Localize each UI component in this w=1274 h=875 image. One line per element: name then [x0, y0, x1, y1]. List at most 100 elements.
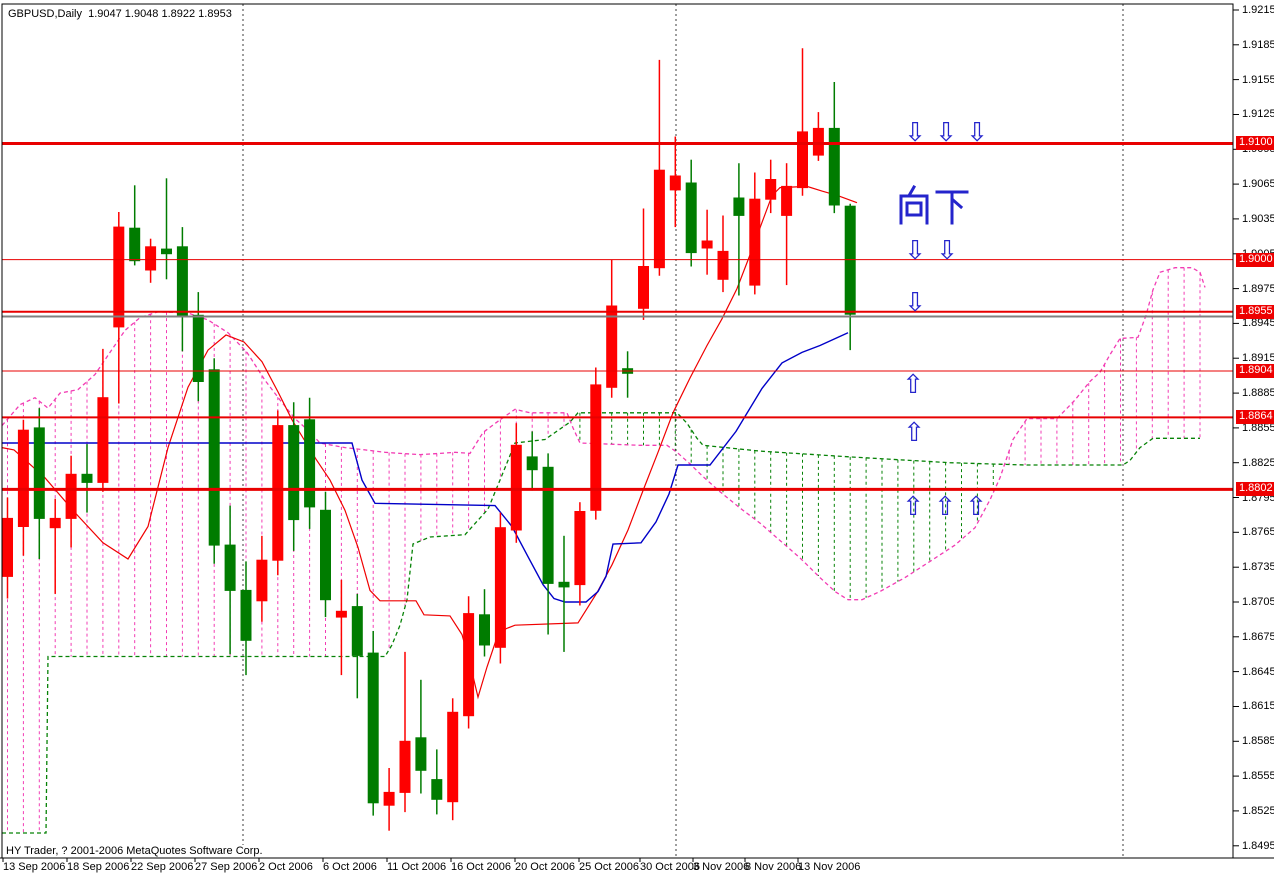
down-arrow[interactable]: ⇩	[936, 236, 958, 266]
symbol-header: GBPUSD,Daily 1.9047 1.9048 1.8922 1.8953	[8, 8, 232, 20]
price-tick-label: 1.8765	[1242, 526, 1274, 539]
candle-body	[208, 369, 220, 546]
date-tick-label: 22 Sep 2006	[131, 861, 194, 873]
price-tick-label: 1.9215	[1242, 4, 1274, 16]
candle-body	[669, 175, 681, 191]
senkou-span-b-line	[2, 412, 1200, 834]
date-tick-label: 3 Nov 2006	[693, 861, 750, 873]
candle-body	[320, 509, 331, 601]
candle-body	[17, 429, 29, 528]
candle-body	[463, 613, 475, 717]
date-tick-label: 6 Oct 2006	[323, 861, 377, 873]
candle-body	[383, 791, 395, 806]
senkou-span-a-line	[1, 267, 1206, 601]
down-arrow[interactable]: ⇩	[904, 288, 926, 318]
down-arrow[interactable]: ⇩	[904, 236, 926, 266]
candle-body	[781, 185, 793, 216]
price-tick-label: 1.8705	[1242, 595, 1274, 608]
xiangxia-glyph-icon	[899, 184, 969, 225]
price-tick-label: 1.8555	[1242, 770, 1274, 783]
candle-body	[415, 737, 427, 771]
price-tick-label: 1.8945	[1242, 317, 1274, 330]
up-arrow[interactable]: ⇧	[902, 370, 924, 400]
candle-body	[638, 266, 649, 309]
candle-body	[367, 652, 379, 804]
date-tick-label: 20 Oct 2006	[515, 861, 575, 873]
candle-body	[590, 384, 602, 511]
candle-body	[717, 250, 729, 280]
date-tick-label: 25 Oct 2006	[579, 861, 639, 873]
candle-body	[685, 182, 697, 254]
date-tick-label: 11 Oct 2006	[387, 861, 447, 873]
candle-body	[653, 169, 665, 269]
candle-body	[2, 517, 13, 577]
price-level-badge: 1.9100	[1236, 136, 1274, 151]
candle-body	[49, 517, 61, 529]
price-tick-label: 1.8825	[1242, 456, 1274, 469]
candle-body	[288, 425, 300, 521]
up-arrow[interactable]: ⇧	[934, 492, 956, 522]
price-tick-label: 1.8735	[1242, 561, 1274, 574]
date-tick-label: 8 Nov 2006	[745, 861, 802, 873]
price-tick-label: 1.9035	[1242, 212, 1274, 225]
price-tick-label: 1.8915	[1242, 352, 1274, 365]
plot-border	[1, 3, 1234, 859]
candle-body	[240, 589, 252, 641]
candle-body	[192, 314, 204, 382]
price-tick-label: 1.9185	[1242, 38, 1274, 51]
candle-body	[145, 246, 157, 271]
candle-body	[161, 248, 172, 255]
price-level-badge: 1.8864	[1236, 410, 1274, 425]
date-tick-label: 27 Sep 2006	[195, 861, 258, 873]
trend-annotation-xiangxia[interactable]	[897, 184, 969, 225]
up-arrow[interactable]: ⇧	[902, 492, 924, 522]
candle-body	[97, 397, 109, 483]
candle-body	[812, 127, 824, 156]
copyright-label: HY Trader, ? 2001-2006 MetaQuotes Softwa…	[4, 845, 265, 857]
candle-body	[33, 427, 45, 519]
price-tick-label: 1.8645	[1242, 665, 1274, 678]
down-arrow[interactable]: ⇩	[966, 118, 988, 148]
candle-body	[733, 197, 745, 216]
date-tick-label: 13 Nov 2006	[798, 861, 861, 873]
candle-body	[335, 610, 347, 618]
candle-body	[176, 246, 188, 316]
price-tick-label: 1.8885	[1242, 387, 1274, 400]
candle-body	[113, 226, 125, 328]
date-tick-label: 16 Oct 2006	[451, 861, 511, 873]
price-tick-label: 1.9155	[1242, 73, 1274, 86]
candle-body	[510, 444, 522, 531]
candle-body	[431, 779, 443, 800]
kijun-sen-line	[2, 332, 849, 603]
price-tick-label: 1.9065	[1242, 178, 1274, 191]
up-arrow[interactable]: ⇧	[903, 418, 925, 448]
candle-body	[224, 544, 236, 591]
candle-body	[558, 581, 570, 588]
price-tick-label: 1.8855	[1242, 421, 1274, 434]
price-tick-label: 1.8525	[1242, 804, 1274, 817]
date-tick-label: 13 Sep 2006	[3, 861, 66, 873]
price-tick-label: 1.8975	[1242, 282, 1274, 295]
candle-body	[256, 559, 268, 602]
price-tick-label: 1.8585	[1242, 735, 1274, 748]
date-tick-label: 18 Sep 2006	[67, 861, 130, 873]
price-level-badge: 1.8955	[1236, 304, 1274, 319]
candle-body	[749, 198, 761, 286]
candle-body	[479, 614, 490, 646]
candle-body	[65, 473, 77, 519]
price-level-badge: 1.9000	[1236, 252, 1274, 267]
price-level-badge: 1.8904	[1236, 363, 1274, 378]
candle-body	[399, 740, 411, 793]
price-tick-label: 1.9125	[1242, 108, 1274, 121]
candle-body	[542, 466, 554, 584]
candle-body	[765, 179, 777, 200]
candle-body	[574, 511, 586, 586]
candle-body	[828, 127, 840, 206]
up-arrow[interactable]: ⇧	[965, 492, 987, 522]
down-arrow[interactable]: ⇩	[935, 118, 957, 148]
down-arrow[interactable]: ⇩	[904, 118, 926, 148]
candle-body	[351, 606, 363, 656]
price-tick-label: 1.8495	[1242, 839, 1274, 852]
candle-body	[272, 425, 284, 561]
